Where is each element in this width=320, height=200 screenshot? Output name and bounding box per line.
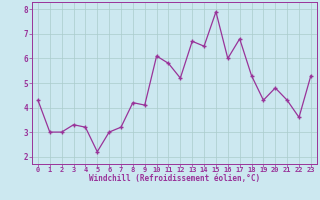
X-axis label: Windchill (Refroidissement éolien,°C): Windchill (Refroidissement éolien,°C) <box>89 174 260 183</box>
